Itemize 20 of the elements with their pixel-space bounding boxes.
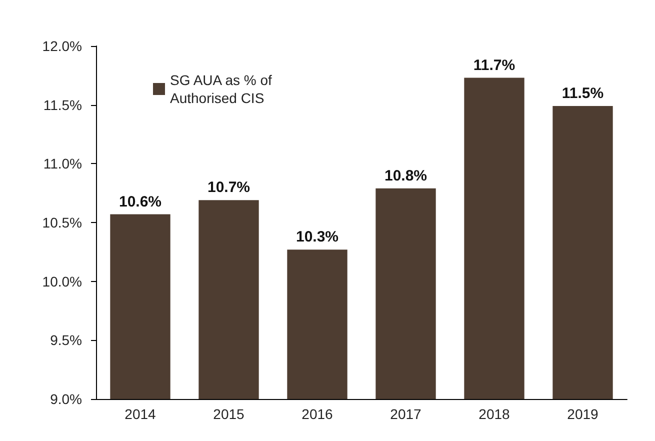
- x-tick-label: 2016: [302, 406, 334, 422]
- x-tick-label: 2018: [478, 406, 510, 422]
- y-tick-label: 11.5%: [43, 96, 82, 113]
- y-tick-label: 10.0%: [42, 273, 82, 290]
- data-label: 11.7%: [473, 56, 516, 74]
- x-tick-label: 2017: [390, 406, 422, 422]
- legend-label: SG AUA as % of Authorised CIS: [170, 72, 276, 106]
- x-tick-label: 2014: [124, 406, 156, 422]
- y-tick-label: 12.0%: [42, 38, 82, 54]
- y-tick-label: 11.0%: [43, 156, 82, 172]
- data-label: 11.5%: [562, 85, 604, 102]
- y-tick-label: 10.5%: [42, 214, 82, 230]
- x-tick-label: 2019: [567, 406, 599, 422]
- y-tick-label: 9.5%: [50, 332, 82, 348]
- data-label: 10.8%: [384, 167, 428, 184]
- data-label: 10.3%: [296, 228, 339, 246]
- data-label: 10.7%: [207, 179, 250, 196]
- y-tick-label: 9.0%: [50, 391, 82, 407]
- x-tick-label: 2015: [213, 406, 245, 422]
- data-label: 10.6%: [118, 193, 162, 210]
